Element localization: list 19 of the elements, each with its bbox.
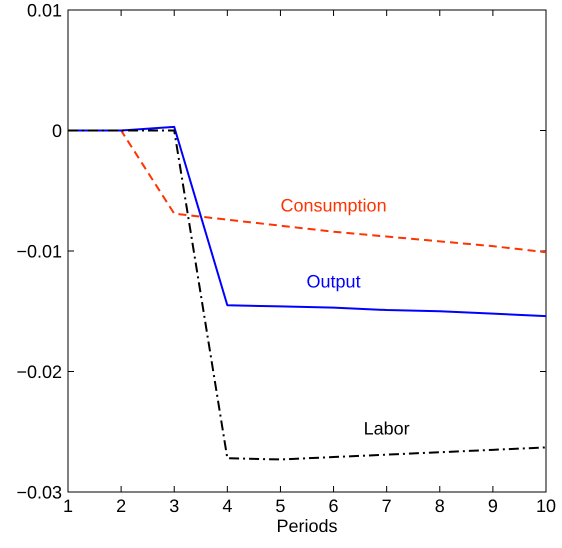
x-tick-label: 2 <box>116 496 126 516</box>
series-label: Output <box>306 272 361 292</box>
x-tick-label: 5 <box>275 496 286 516</box>
series-label: Labor <box>364 418 410 439</box>
y-tick-label: 0 <box>52 120 62 141</box>
x-tick-label: 6 <box>328 496 339 516</box>
y-tick-label: −0.01 <box>16 241 62 262</box>
x-tick-label: 7 <box>382 496 392 516</box>
x-tick-label: 10 <box>536 496 556 516</box>
x-tick-label: 4 <box>222 496 232 516</box>
y-tick-label: −0.03 <box>16 482 62 502</box>
series-label: Consumption <box>280 196 387 216</box>
x-axis-title: Periods <box>276 516 338 536</box>
x-tick-label: 3 <box>169 496 180 516</box>
y-tick-label: 0.01 <box>26 0 62 20</box>
x-tick-label: 1 <box>62 496 74 516</box>
x-tick-label: 9 <box>488 496 498 516</box>
y-tick-label: −0.02 <box>16 362 62 382</box>
x-tick-label: 8 <box>434 496 445 516</box>
